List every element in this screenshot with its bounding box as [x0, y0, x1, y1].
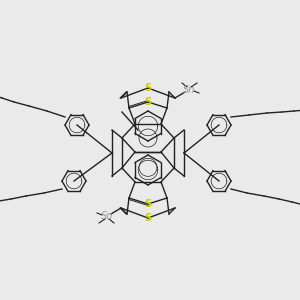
Text: S: S [144, 83, 152, 93]
Text: S: S [144, 199, 152, 209]
Text: Sn: Sn [183, 85, 195, 95]
Text: Sn: Sn [101, 211, 113, 221]
Text: S: S [144, 213, 152, 223]
Text: S: S [144, 97, 152, 107]
